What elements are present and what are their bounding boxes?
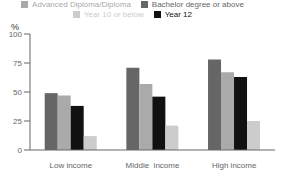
svg-text:%: %	[11, 22, 19, 32]
html-text:Advanced Diploma/Diploma: Advanced Diploma/Diploma	[32, 0, 131, 9]
svg-text:50: 50	[13, 88, 22, 97]
svg-text:0: 0	[18, 146, 23, 155]
svg-text:25: 25	[13, 117, 22, 126]
svg-text:100: 100	[8, 29, 22, 39]
html-text:Year 12: Year 12	[164, 10, 192, 19]
html-text:Year 10 or below: Year 10 or below	[84, 10, 144, 19]
svg-text:75: 75	[13, 59, 22, 68]
html-text:Bachelor degree or above: Bachelor degree or above	[151, 0, 244, 9]
svg-text:High income: High income	[212, 161, 257, 170]
svg-text:Low income: Low income	[49, 161, 92, 170]
svg-text:Middle income: Middle income	[126, 161, 180, 170]
